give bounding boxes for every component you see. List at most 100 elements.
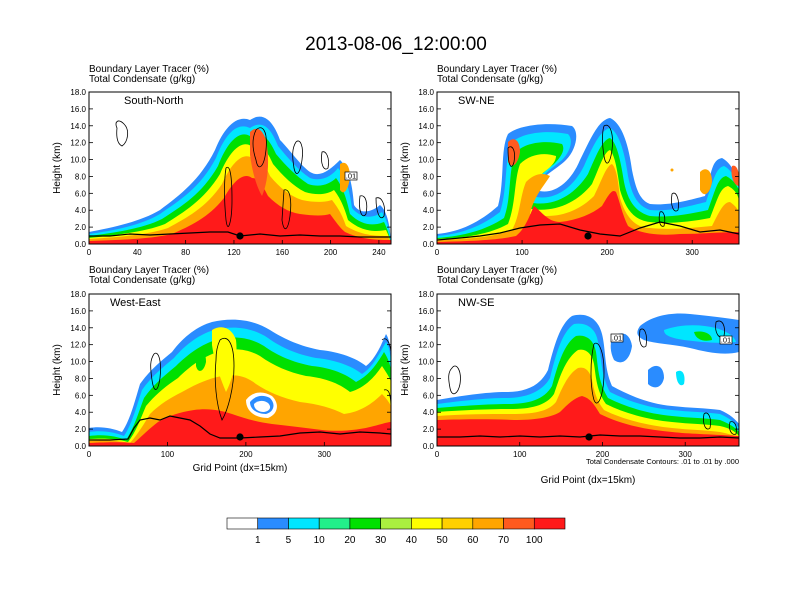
plot-area [89,294,392,446]
colorbar-swatch [411,517,443,530]
contour-note: Total Condensate Contours: .01 to .01 by… [586,457,739,466]
plot-area [436,92,740,244]
panel-header-condensate: Total Condensate (g/kg) [437,74,543,85]
x-tick-label: 0 [87,450,92,459]
terrain-line [89,231,391,238]
x-tick-label: 40 [133,248,142,257]
y-tick-label: 12.0 [70,341,86,350]
y-tick-label: 18.0 [418,290,434,299]
x-tick-label: 200 [239,450,253,459]
panel-header-condensate: Total Condensate (g/kg) [89,275,195,286]
stray-condensate-point [670,168,674,172]
condensate-contours [115,120,385,229]
y-tick-label: 18.0 [70,88,86,97]
colorbar-swatch [441,517,474,530]
y-tick-label: 2.0 [75,425,87,434]
contour-label-box: .01 [610,334,624,343]
location-marker [236,433,244,441]
colorbar-swatch [503,517,535,530]
y-tick-label: 4.0 [423,408,435,417]
x-tick-label: 300 [318,450,332,459]
condensate-contours [448,320,737,435]
colorbar-swatch [226,517,259,530]
x-tick-label: 0 [435,248,440,257]
y-tick-label: 12.0 [70,139,86,148]
y-tick-label: 0.0 [75,240,87,249]
colorbar-label: 20 [344,535,356,546]
panel-west-east: Boundary Layer Tracer (%) Total Condensa… [52,265,392,474]
y-tick-label: 8.0 [75,374,87,383]
y-tick-label: 6.0 [75,391,87,400]
y-tick-label: 14.0 [418,324,434,333]
colorbar-swatch [257,517,289,530]
panel-header-tracer: Boundary Layer Tracer (%) [89,64,209,75]
panel-header-condensate: Total Condensate (g/kg) [89,74,195,85]
colorbar-label: 100 [526,535,543,546]
y-axis-label: Height (km) [52,344,63,396]
x-tick-label: 200 [324,248,338,257]
plot-area: .01 .01 [437,294,740,446]
x-tick-label: 300 [686,248,700,257]
y-tick-label: 10.0 [418,156,434,165]
y-tick-label: 10.0 [70,156,86,165]
x-axis-label: Grid Point (dx=15km) [193,463,288,474]
figure-title: 2013-08-06_12:00:00 [305,34,487,55]
y-tick-label: 14.0 [70,324,86,333]
y-axis-label: Height (km) [52,142,63,194]
y-tick-label: 2.0 [423,223,435,232]
x-tick-label: 0 [87,248,92,257]
y-tick-label: 16.0 [418,307,434,316]
x-tick-label: 120 [227,248,241,257]
x-tick-label: 100 [161,450,175,459]
colorbar-label: 30 [375,535,387,546]
y-tick-label: 14.0 [418,122,434,131]
colorbar-swatch [380,517,412,530]
y-tick-label: 4.0 [423,206,435,215]
location-marker [585,433,593,441]
colorbar-swatch [533,517,566,530]
y-tick-label: 16.0 [70,105,86,114]
tracer-field [437,118,739,244]
contour-label-box: .01 [344,172,358,181]
y-axis-label: Height (km) [400,142,411,194]
x-tick-label: 0 [435,450,440,459]
panel-sw-ne: Boundary Layer Tracer (%) Total Condensa… [400,64,740,257]
contour-label-box: .01 [719,336,733,345]
y-tick-label: 0.0 [423,442,435,451]
colorbar-label: 60 [467,535,479,546]
colorbar-swatch [318,517,351,530]
x-tick-label: 300 [679,450,693,459]
panel-label: South-North [124,95,183,107]
panel-nw-se: Boundary Layer Tracer (%) Total Condensa… [400,265,740,486]
x-tick-label: 80 [181,248,190,257]
plot-frame [436,91,740,245]
y-tick-label: 8.0 [75,172,87,181]
plot-frame [436,293,740,447]
panel-south-north: Boundary Layer Tracer (%) Total Condensa… [52,64,392,257]
plot-frame [88,91,392,245]
y-tick-label: 16.0 [70,307,86,316]
y-tick-label: 12.0 [418,139,434,148]
contour-label: .01 [612,334,622,343]
y-tick-label: 18.0 [70,290,86,299]
x-tick-label: 200 [596,450,610,459]
y-tick-label: 2.0 [75,223,87,232]
y-tick-label: 8.0 [423,172,435,181]
panel-header-tracer: Boundary Layer Tracer (%) [89,265,209,276]
y-tick-label: 8.0 [423,374,435,383]
axis-ticks: 0 100 200 300 0.0 2.0 4.0 6.0 8.0 10.0 12.0 14.0 16.… [70,290,391,459]
y-tick-label: 4.0 [75,408,87,417]
location-marker [584,232,592,240]
colorbar: 1 5 10 20 30 40 50 60 70 100 [226,517,566,546]
panel-label: SW-NE [458,95,494,107]
x-tick-label: 100 [513,450,527,459]
colorbar-swatch [349,517,381,530]
colorbar-swatch [288,517,320,530]
tracer-field [89,319,391,446]
tracer-field [89,116,391,244]
y-tick-label: 18.0 [418,88,434,97]
colorbar-swatch [472,517,504,530]
y-tick-label: 14.0 [70,122,86,131]
tracer-field [437,313,739,446]
